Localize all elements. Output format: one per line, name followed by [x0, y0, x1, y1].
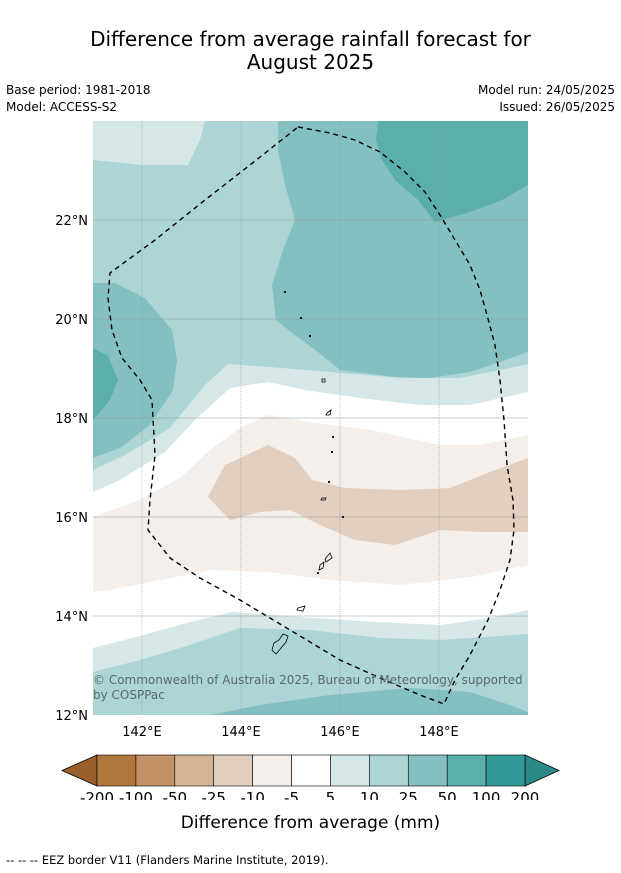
map-title: Difference from average rainfall forecas… — [0, 28, 621, 74]
lon-label-148e: 148°E — [419, 725, 459, 740]
island-dot-5 — [330, 450, 334, 454]
band-plus50-100-northeast — [376, 121, 528, 222]
colorbar-tick-label: -5 — [284, 789, 299, 800]
meta-left: Base period: 1981-2018 Model: ACCESS-S2 — [6, 82, 151, 116]
colorbar-tick-label: -50 — [163, 789, 188, 800]
title-line-1: Difference from average rainfall forecas… — [90, 27, 531, 51]
eez-footer-note: -- -- -- EEZ border V11 (Flanders Marine… — [6, 853, 329, 867]
colorbar-segment — [485, 754, 526, 787]
island-dot-2 — [299, 316, 303, 320]
colorbar-segment — [369, 754, 409, 787]
colorbar-segment — [446, 754, 487, 787]
lat-label-18n: 18°N — [55, 412, 88, 427]
lon-label-142e: 142°E — [122, 725, 162, 740]
meta-right: Model run: 24/05/2025 Issued: 26/05/2025 — [478, 82, 615, 116]
colorbar — [61, 754, 560, 787]
copyright-line-2: by COSPPac — [93, 688, 165, 702]
colorbar-tick-label: -25 — [201, 789, 226, 800]
colorbar-segment — [252, 754, 292, 787]
title-line-2: August 2025 — [246, 50, 375, 74]
lat-label-22n: 22°N — [55, 214, 88, 229]
colorbar-segment — [407, 754, 448, 787]
island-dot-7 — [341, 515, 345, 519]
colorbar-tick-label: 25 — [399, 789, 418, 800]
island-outlines — [271, 290, 345, 655]
band-plus25-50-south — [210, 688, 528, 715]
colorbar-title: Difference from average (mm) — [180, 813, 441, 833]
colorbar-tick-label: -200 — [80, 789, 114, 800]
island-rota — [296, 605, 306, 612]
lat-label-16n: 16°N — [55, 511, 88, 526]
model-name: Model: ACCESS-S2 — [6, 100, 118, 114]
band-plus5-10-topleft — [93, 121, 205, 165]
island-pagan — [325, 409, 332, 416]
lat-label-20n: 20°N — [55, 313, 88, 328]
colorbar-segment — [135, 754, 176, 787]
issued-date: Issued: 26/05/2025 — [499, 100, 615, 114]
colorbar-under-triangle — [61, 754, 98, 787]
island-saipan — [324, 552, 333, 563]
lon-label-146e: 146°E — [320, 725, 360, 740]
gridlines — [93, 121, 528, 715]
colorbar-segment — [330, 754, 370, 787]
copyright-line-1: © Commonwealth of Australia 2025, Bureau… — [93, 673, 523, 687]
colorbar-ticks: -200 -100 -50 -25 -10 -5 5 10 25 50 100 200 — [80, 789, 539, 800]
band-plus50-100-west — [93, 348, 118, 420]
lon-label-144e: 144°E — [221, 725, 261, 740]
colorbar-tick-label: -100 — [119, 789, 153, 800]
colorbar-segment — [291, 754, 331, 787]
colorbar-tick-label: 200 — [511, 789, 540, 800]
island-dot-8 — [316, 571, 320, 575]
eez-border — [107, 126, 515, 705]
island-anatahan — [320, 497, 327, 501]
island-dot-6 — [327, 480, 331, 484]
band-plus25-50-west — [93, 283, 177, 458]
model-run: Model run: 24/05/2025 — [477, 83, 615, 97]
island-dot-1 — [283, 290, 287, 294]
island-agrihan — [321, 378, 326, 383]
colorbar-tick-label: -10 — [240, 789, 265, 800]
island-dot-4 — [331, 435, 335, 439]
lat-label-12n: 12°N — [55, 709, 88, 724]
colorbar-tick-label: 5 — [326, 789, 336, 800]
island-guam — [271, 633, 289, 655]
colorbar-tick-label: 100 — [472, 789, 501, 800]
island-dot-3 — [308, 334, 312, 338]
island-tinian — [318, 561, 325, 571]
colorbar-segment — [96, 754, 137, 787]
colorbar-over-triangle — [524, 754, 560, 787]
colorbar-tick-label: 10 — [360, 789, 379, 800]
colorbar-segment — [213, 754, 253, 787]
contour-layer — [93, 121, 528, 715]
band-minus10-25 — [208, 445, 528, 545]
colorbar-tick-label: 50 — [438, 789, 457, 800]
rainfall-map: © Commonwealth of Australia 2025, Bureau… — [55, 121, 560, 800]
base-period: Base period: 1981-2018 — [6, 83, 151, 97]
lat-label-14n: 14°N — [55, 610, 88, 625]
colorbar-segment — [174, 754, 215, 787]
axis-labels: 22°N 20°N 18°N 16°N 14°N 12°N 142°E 144°… — [55, 214, 459, 740]
